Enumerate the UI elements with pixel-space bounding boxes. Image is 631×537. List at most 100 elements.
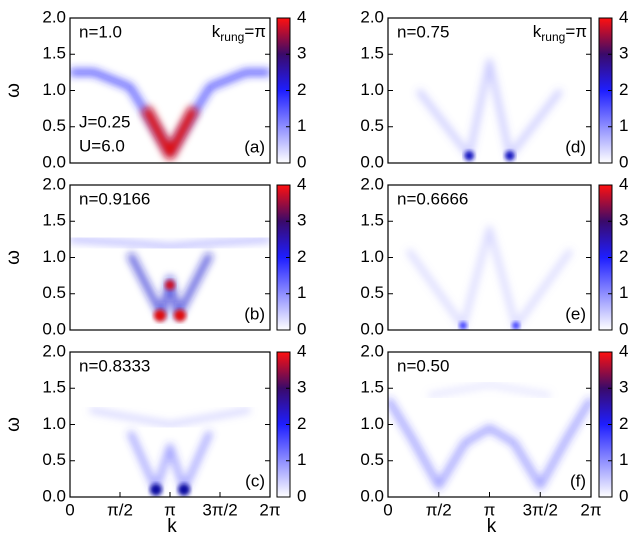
colorbar-tick-label: 2: [297, 247, 306, 266]
x-tick-label: 0: [65, 500, 74, 519]
annotation: J=0.25: [79, 112, 131, 131]
spectral-feature: [405, 225, 574, 330]
panel: 0.0 0.5 1.0 1.5 2.0 0 π/2 π 3π/2 2π k n=0.50 (f) 0 1 2 3…: [360, 341, 628, 537]
colorbar-tick-label: 2: [619, 414, 628, 433]
colorbar-tick-label: 0: [619, 319, 628, 338]
colorbar-tick-label: 3: [619, 44, 628, 63]
x-tick-label: π/2: [107, 500, 133, 519]
colorbar-tick-label: 4: [297, 341, 306, 360]
panel: 0.0 0.5 1.0 1.5 2.0 ω n=0.9166 (b) 0 1 2 3 4: [3, 174, 306, 338]
colorbar-tick-label: 2: [297, 414, 306, 433]
y-tick-label: 2.0: [360, 174, 384, 193]
colorbar-tick-label: 0: [297, 319, 306, 338]
colorbar-tick-label: 3: [297, 44, 306, 63]
colorbar-tick-label: 0: [297, 152, 306, 171]
y-tick-label: 0.5: [42, 450, 66, 469]
colorbar-tick-label: 1: [297, 116, 306, 135]
panel-label: (e): [565, 304, 586, 323]
x-tick-label: π/2: [426, 500, 452, 519]
colorbar-tick-label: 2: [619, 247, 628, 266]
spectral-peak: [459, 321, 468, 330]
colorbar-tick-label: 4: [297, 174, 306, 193]
panel-title: n=0.50: [397, 356, 449, 375]
y-tick-label: 0.0: [360, 319, 384, 338]
y-tick-label: 1.5: [360, 378, 384, 397]
y-tick-label: 1.0: [360, 80, 384, 99]
y-tick-label: 1.5: [42, 211, 66, 230]
spectral-feature: [70, 236, 270, 250]
spectral-peak: [174, 309, 186, 322]
y-tick-label: 1.5: [360, 44, 384, 63]
y-tick-label: 0.0: [360, 486, 384, 505]
colorbar-tick-label: 0: [619, 152, 628, 171]
colorbar-tick-label: 1: [619, 450, 628, 469]
plot-area: [70, 18, 270, 163]
colorbar-tick-label: 4: [619, 341, 628, 360]
panel-label: (b): [244, 304, 265, 323]
y-tick-label: 0.0: [42, 319, 66, 338]
y-tick-label: 1.0: [42, 247, 66, 266]
spectral-feature: [416, 58, 563, 159]
plot-area: [388, 352, 591, 497]
heatmap: [70, 68, 270, 160]
heatmap: [416, 58, 563, 161]
panel: 0.0 0.5 1.0 1.5 2.0 n=0.75 (d) krung=π 0 1 2 3 4: [360, 7, 628, 171]
colorbar-tick-label: 1: [297, 450, 306, 469]
colorbar-tick-label: 3: [297, 378, 306, 397]
colorbar-tick-label: 3: [619, 211, 628, 230]
y-tick-label: 1.0: [42, 80, 66, 99]
colorbar-tick-label: 4: [619, 7, 628, 26]
panel-title: n=0.75: [397, 22, 449, 41]
heatmap: [70, 236, 270, 322]
x-axis-label: k: [167, 516, 177, 537]
panel-title: n=0.6666: [397, 189, 468, 208]
spectral-peak: [165, 280, 175, 291]
panel-label: (d): [565, 137, 586, 156]
spectral-peak: [154, 309, 166, 322]
panel: 0.0 0.5 1.0 1.5 2.0 ω n=1.0 (a) J=0.25 U=6.0 krung…: [3, 7, 306, 171]
colorbar-tick-label: 1: [619, 116, 628, 135]
panel-title: n=0.8333: [79, 356, 150, 375]
y-tick-label: 2.0: [42, 174, 66, 193]
colorbar-tick-label: 0: [619, 486, 628, 505]
spectral-peak: [150, 483, 162, 496]
x-axis-label: k: [487, 516, 497, 537]
colorbar-tick-label: 2: [619, 80, 628, 99]
x-tick-label: 2π: [580, 500, 601, 519]
panel-label: (a): [244, 137, 265, 156]
heatmap: [89, 407, 251, 496]
spectral-feature: [126, 252, 214, 319]
y-tick-label: 0.0: [360, 152, 384, 171]
k-rung-label: krung=π: [533, 22, 587, 44]
spectral-peak: [178, 483, 190, 496]
panel: 0.0 0.5 1.0 1.5 2.0 n=0.6666 (e) 0 1 2 3 4: [360, 174, 628, 338]
annotation: U=6.0: [79, 136, 125, 155]
spectral-feature: [428, 382, 551, 398]
y-axis-label: ω: [3, 83, 24, 98]
y-tick-label: 0.5: [42, 116, 66, 135]
colorbar-tick-label: 2: [297, 80, 306, 99]
spectral-peak: [511, 321, 520, 330]
y-tick-label: 2.0: [42, 7, 66, 26]
k-rung-label: krung=π: [212, 22, 266, 44]
colorbar-tick-label: 1: [297, 283, 306, 302]
plot-area: [70, 185, 270, 330]
heatmap: [405, 225, 574, 330]
x-tick-label: π: [164, 500, 176, 519]
panel: 0.0 0.5 1.0 1.5 2.0 0 π/2 π 3π/2 2π k ω n=0.8333 (c) 0…: [3, 341, 306, 537]
colorbar-tick-label: 3: [297, 211, 306, 230]
y-tick-label: 0.5: [360, 116, 384, 135]
panel-title: n=1.0: [79, 22, 122, 41]
spectral-feature: [127, 430, 213, 493]
panel-label: (c): [245, 471, 265, 490]
y-tick-label: 0.0: [42, 152, 66, 171]
y-tick-label: 1.0: [360, 414, 384, 433]
x-tick-label: 3π/2: [202, 500, 237, 519]
colorbar-tick-label: 0: [297, 486, 306, 505]
colorbar-tick-label: 4: [297, 7, 306, 26]
colorbar-tick-label: 3: [619, 378, 628, 397]
x-tick-label: 2π: [259, 500, 280, 519]
y-tick-label: 0.5: [360, 450, 384, 469]
y-axis-label: ω: [3, 250, 24, 265]
